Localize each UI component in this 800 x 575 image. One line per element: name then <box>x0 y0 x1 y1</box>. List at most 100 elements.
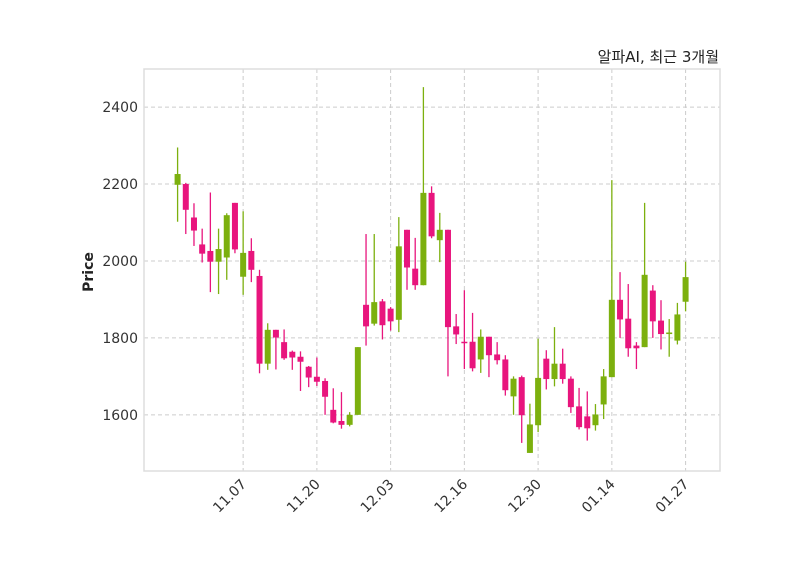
x-tick-label: 01.27 <box>653 477 693 517</box>
candle-down <box>338 392 345 429</box>
candle-body <box>510 378 517 397</box>
candle-up <box>371 234 378 326</box>
candle-up <box>264 323 271 370</box>
candle-up <box>674 302 681 345</box>
candle-up <box>526 403 533 453</box>
candle-up <box>666 319 673 357</box>
candle-down <box>518 375 525 443</box>
candle-body <box>289 351 296 358</box>
candle-up <box>592 404 599 431</box>
candle-body <box>625 318 632 349</box>
candle-body <box>395 246 402 320</box>
candle-up <box>346 412 353 427</box>
candle-up <box>436 212 443 263</box>
candle-down <box>576 387 583 430</box>
candle-down <box>428 186 435 239</box>
candle-body <box>502 359 509 391</box>
candle-down <box>248 238 255 283</box>
candle-body <box>420 192 427 286</box>
candle-body <box>436 229 443 241</box>
candle-up <box>420 87 427 286</box>
candle-body <box>338 420 345 425</box>
candle-body <box>526 424 533 453</box>
candle-down <box>559 348 566 384</box>
y-tick-label: 1600 <box>102 408 138 424</box>
chart-title: 알파AI, 최근 3개월 <box>598 48 719 66</box>
candle-body <box>485 336 492 356</box>
candle-down <box>444 229 451 377</box>
plot-frame <box>143 68 721 472</box>
candle-down <box>649 285 656 338</box>
candle-body <box>658 320 665 335</box>
x-tick-label: 01.14 <box>579 476 619 516</box>
candle-body <box>174 174 181 185</box>
candle-up <box>223 213 230 280</box>
candle-body <box>190 217 197 231</box>
candle-body <box>600 376 607 405</box>
candle-body <box>494 354 501 361</box>
candle-body <box>412 268 419 286</box>
candle-up <box>395 217 402 333</box>
x-tick-label: 11.07 <box>210 477 250 517</box>
candle-body <box>543 358 550 380</box>
candle-down <box>453 314 460 345</box>
candle-body <box>346 414 353 425</box>
candle-down <box>584 391 591 441</box>
candle-down <box>256 269 263 374</box>
y-axis: 1600 1800 2000 2200 2400 <box>102 100 138 424</box>
candle-body <box>281 342 288 359</box>
candle-body <box>682 277 689 302</box>
candle-up <box>215 228 222 295</box>
candle-up <box>551 327 558 387</box>
candle-body <box>477 336 484 360</box>
candles <box>174 87 689 453</box>
candle-body <box>354 347 361 415</box>
candle-down <box>625 284 632 357</box>
y-tick-label: 1800 <box>102 331 138 347</box>
candle-down <box>313 357 320 386</box>
candle-body <box>404 229 411 268</box>
candle-down <box>485 336 492 378</box>
candle-body <box>592 414 599 426</box>
candle-up <box>240 211 247 295</box>
candle-body <box>453 326 460 335</box>
x-tick-label: 11.20 <box>284 477 324 517</box>
candle-body <box>330 409 337 423</box>
x-tick-label: 12.03 <box>358 477 398 517</box>
candle-down <box>404 229 411 290</box>
candle-down <box>190 203 197 246</box>
candle-body <box>535 377 542 426</box>
candle-up <box>641 202 648 348</box>
candle-body <box>428 192 435 237</box>
candle-down <box>543 350 550 390</box>
candle-body <box>215 249 222 262</box>
candle-down <box>494 342 501 365</box>
candle-body <box>444 229 451 328</box>
candle-up <box>682 261 689 312</box>
candle-down <box>658 300 665 350</box>
candle-body <box>551 363 558 380</box>
candle-body <box>305 366 312 378</box>
candle-body <box>379 301 386 326</box>
candle-down <box>182 182 189 235</box>
candle-up <box>600 369 607 420</box>
candle-down <box>567 376 574 413</box>
candle-down <box>297 351 304 391</box>
candle-body <box>518 377 525 416</box>
candle-down <box>289 350 296 370</box>
candle-down <box>469 312 476 372</box>
candle-body <box>633 345 640 349</box>
candle-down <box>281 329 288 360</box>
candle-body <box>207 250 214 262</box>
candle-down <box>322 378 329 415</box>
candle-down <box>617 272 624 338</box>
candle-down <box>305 365 312 388</box>
candle-body <box>223 215 230 258</box>
candle-up <box>510 376 517 415</box>
candle-down <box>199 228 206 263</box>
candle-up <box>174 147 181 222</box>
candle-up <box>354 347 361 415</box>
candle-up <box>535 338 542 433</box>
x-axis: 11.07 11.20 12.03 12.16 12.30 01.14 01.27 <box>210 476 692 516</box>
